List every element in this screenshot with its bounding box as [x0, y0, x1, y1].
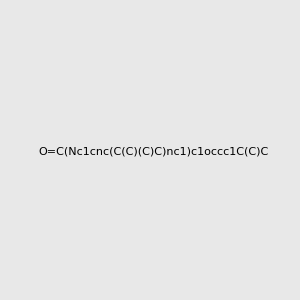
Text: O=C(Nc1cnc(C(C)(C)C)nc1)c1occc1C(C)C: O=C(Nc1cnc(C(C)(C)C)nc1)c1occc1C(C)C [39, 146, 269, 157]
